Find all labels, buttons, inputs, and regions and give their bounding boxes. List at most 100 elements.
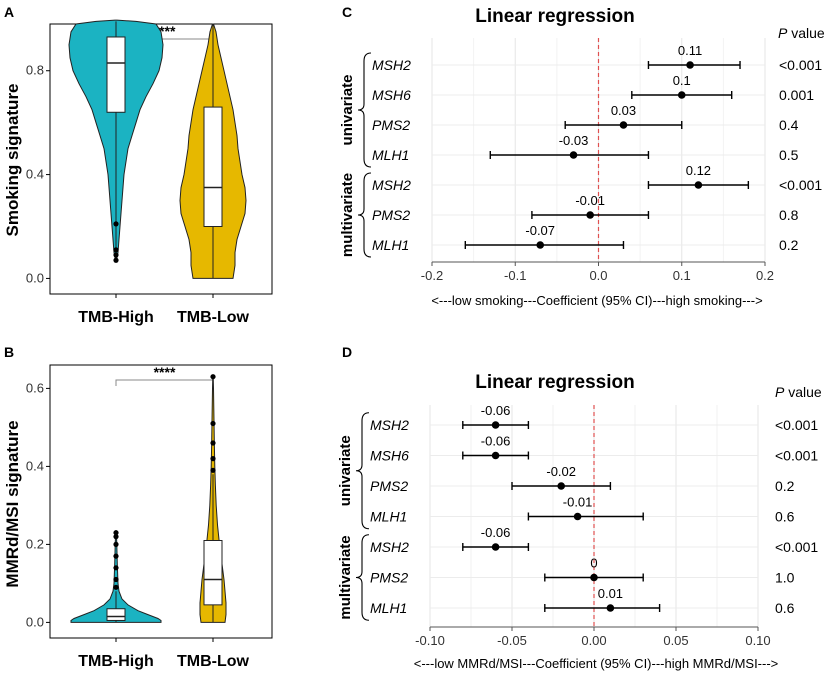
panel-a-letter: A <box>4 4 14 20</box>
panel-b-letter: B <box>4 344 14 360</box>
gene-label: PMS2 <box>370 478 408 494</box>
outlier-point <box>113 257 119 263</box>
y-tick-label: 0.8 <box>26 63 44 78</box>
gene-label: PMS2 <box>370 570 408 586</box>
estimate-label: -0.07 <box>525 223 555 238</box>
x-tick-label: 0.00 <box>581 633 606 648</box>
box-iqr <box>203 540 223 606</box>
gene-label: MLH1 <box>372 237 409 253</box>
panel-d-xlabel: <---low MMRd/MSI---Coefficient (95% CI)-… <box>414 656 779 671</box>
group-label: univariate <box>339 75 356 146</box>
group-bracket <box>355 534 370 621</box>
p-value: 0.001 <box>779 87 814 103</box>
p-value: 1.0 <box>775 570 795 586</box>
gene-label: MSH2 <box>370 539 409 555</box>
panel-c-pheader: P value <box>778 25 825 41</box>
outlier-point <box>210 374 216 380</box>
x-tick-label: 0.1 <box>673 268 691 283</box>
p-value: <0.001 <box>775 448 818 464</box>
p-value: <0.001 <box>779 57 822 73</box>
p-value: 0.2 <box>779 237 799 253</box>
estimate-label: -0.02 <box>546 464 576 479</box>
estimate-label: 0.12 <box>686 163 711 178</box>
panel-c-title: Linear regression <box>475 6 634 27</box>
point-estimate <box>686 61 694 69</box>
gene-label: MLH1 <box>372 147 409 163</box>
x-tick-label: -0.1 <box>504 268 526 283</box>
p-value: 0.6 <box>775 509 795 525</box>
y-tick-label: 0.6 <box>26 380 44 395</box>
box-iqr <box>106 608 126 621</box>
point-estimate <box>491 421 500 429</box>
point-estimate <box>573 512 582 521</box>
outlier-point <box>210 456 216 462</box>
y-tick-label: 0.4 <box>26 458 44 473</box>
estimate-label: -0.01 <box>563 495 593 510</box>
p-value: 0.5 <box>779 147 799 163</box>
outlier-point <box>113 221 119 227</box>
outlier-point <box>113 584 119 590</box>
gene-label: MSH2 <box>372 177 411 193</box>
x-tick-label: 0.10 <box>745 633 770 648</box>
significance-label: **** <box>154 364 176 380</box>
x-tick-label: -0.10 <box>415 633 445 648</box>
panel-b-frame <box>49 364 273 639</box>
x-tick-label: 0.05 <box>663 633 688 648</box>
outlier-point <box>113 553 119 559</box>
panel-b-violin: B MMRd/MSI signature 0.0 0.2 0.4 0.6 TMB-Hig… <box>3 344 273 670</box>
x-tick-label: 0.2 <box>756 268 774 283</box>
outlier-point <box>113 534 119 540</box>
panel-a-frame <box>49 23 273 295</box>
outlier-point <box>210 467 216 473</box>
estimate-label: -0.06 <box>481 403 511 418</box>
outlier-point <box>113 565 119 571</box>
panel-d-pheader: P value <box>775 384 822 400</box>
estimate-label: 0.03 <box>611 103 636 118</box>
point-estimate <box>586 211 594 219</box>
group-label: multivariate <box>337 535 354 619</box>
gene-label: MSH6 <box>370 448 409 464</box>
estimate-label: 0.01 <box>598 586 623 601</box>
point-estimate <box>590 573 598 582</box>
point-estimate <box>677 91 686 99</box>
estimate-label: -0.01 <box>575 193 605 208</box>
gene-label: MSH6 <box>372 87 411 103</box>
category-label: TMB-High <box>78 653 154 670</box>
outlier-point <box>113 576 119 583</box>
estimate-label: -0.06 <box>481 525 511 540</box>
estimate-label: 0 <box>590 556 597 571</box>
panel-c-xlabel: <---low smoking---Coefficient (95% CI)--… <box>431 293 762 308</box>
panel-c-letter: C <box>342 4 352 20</box>
panel-b-ylabel: MMRd/MSI signature <box>3 420 22 587</box>
p-value: 0.4 <box>779 117 799 133</box>
outlier-point <box>113 541 119 548</box>
point-estimate <box>606 604 615 612</box>
group-bracket <box>355 412 370 530</box>
outlier-point <box>210 420 216 427</box>
panel-d-forest: D Linear regression P value <---low MMRd… <box>337 344 822 671</box>
gene-label: PMS2 <box>372 117 410 133</box>
p-value: 0.6 <box>775 600 795 616</box>
panel-d-letter: D <box>342 344 352 360</box>
box-iqr <box>106 36 126 113</box>
group-label: univariate <box>337 435 354 506</box>
p-value: 0.8 <box>779 207 799 223</box>
x-tick-label: -0.2 <box>421 268 443 283</box>
estimate-label: -0.06 <box>481 434 511 449</box>
gene-label: MLH1 <box>370 600 407 616</box>
group-label: multivariate <box>339 173 356 257</box>
group-bracket <box>357 172 372 258</box>
x-tick-label: -0.05 <box>497 633 527 648</box>
group-bracket <box>357 52 372 168</box>
p-value: 0.2 <box>775 478 795 494</box>
point-estimate <box>557 482 565 490</box>
panel-c-forest: C Linear regression P value <---low smok… <box>339 4 825 308</box>
point-estimate <box>619 121 628 129</box>
p-value: <0.001 <box>775 539 818 555</box>
category-label: TMB-High <box>78 309 154 326</box>
p-value: <0.001 <box>779 177 822 193</box>
y-tick-label: 0.2 <box>26 536 44 551</box>
panel-a-ylabel: Smoking signature <box>3 83 22 236</box>
x-tick-label: 0.0 <box>589 268 607 283</box>
